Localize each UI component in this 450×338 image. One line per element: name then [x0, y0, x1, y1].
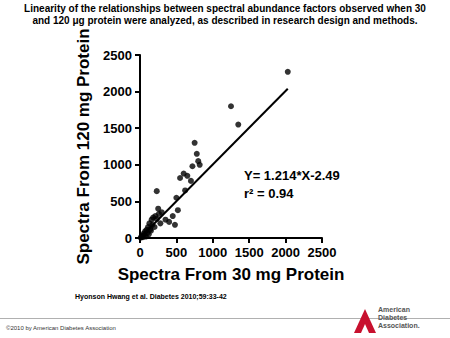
svg-text:2500: 2500 — [308, 245, 337, 260]
svg-text:2500: 2500 — [103, 48, 132, 63]
svg-text:1500: 1500 — [235, 245, 264, 260]
html-text:Diabetes: Diabetes — [378, 314, 408, 321]
svg-text:0: 0 — [136, 245, 143, 260]
svg-text:Spectra From 120 mg Protein: Spectra From 120 mg Protein — [74, 28, 93, 264]
svg-text:500: 500 — [166, 245, 188, 260]
svg-text:1000: 1000 — [103, 157, 132, 172]
html-text:American: American — [378, 306, 410, 313]
html-text:Linearity of the relationships: Linearity of the relationships between s… — [24, 3, 426, 26]
svg-text:0: 0 — [125, 231, 132, 246]
html-text:Y= 1.214*X-2.49: Y= 1.214*X-2.49 — [244, 168, 340, 183]
svg-text:Spectra From 30 mg Protein: Spectra From 30 mg Protein — [118, 265, 345, 284]
html-text:©2010 by American Diabetes Ass: ©2010 by American Diabetes Association — [6, 325, 116, 331]
html-text:r² = 0.94: r² = 0.94 — [244, 186, 294, 201]
svg-text:1000: 1000 — [198, 245, 227, 260]
svg-text:500: 500 — [110, 194, 132, 209]
svg-text:2000: 2000 — [271, 245, 300, 260]
html-text:Association.: Association. — [378, 322, 420, 329]
svg-text:2000: 2000 — [103, 84, 132, 99]
svg-text:1500: 1500 — [103, 121, 132, 136]
html-text:Hyonson Hwang et al. Diabetes: Hyonson Hwang et al. Diabetes 2010;59:33… — [75, 293, 227, 300]
